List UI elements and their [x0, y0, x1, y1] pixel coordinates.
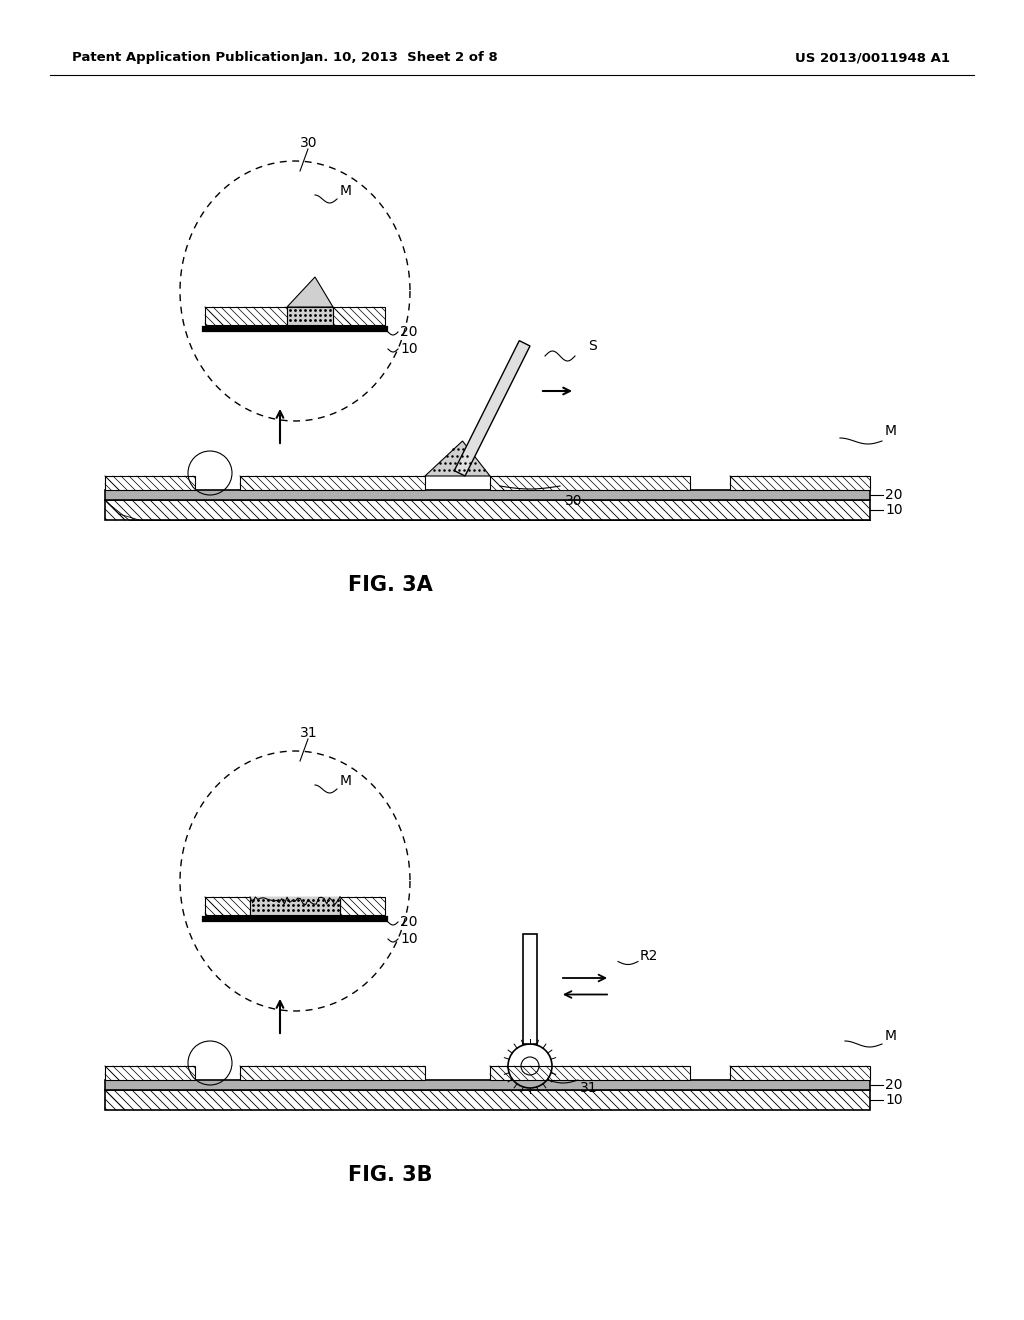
Bar [240, 1067, 425, 1080]
Text: FIG. 3B: FIG. 3B [348, 1166, 432, 1185]
Text: 10: 10 [400, 342, 418, 356]
Text: 30: 30 [300, 136, 317, 150]
Bar [730, 1067, 870, 1080]
Text: 20: 20 [400, 915, 418, 929]
Text: 20: 20 [885, 488, 902, 502]
Bar [105, 500, 870, 520]
Text: 30: 30 [565, 494, 583, 508]
Polygon shape [425, 441, 490, 477]
Text: M: M [885, 1030, 897, 1043]
Bar [105, 1067, 195, 1080]
Bar [105, 1080, 870, 1090]
Text: 20: 20 [400, 325, 418, 339]
Text: R2: R2 [640, 949, 658, 964]
Text: 31: 31 [300, 726, 317, 741]
Bar [240, 477, 425, 490]
Text: M: M [885, 424, 897, 438]
Text: M: M [340, 774, 352, 788]
Polygon shape [287, 277, 333, 308]
Bar [105, 490, 870, 500]
Text: Patent Application Publication: Patent Application Publication [72, 51, 300, 65]
Text: 20: 20 [885, 1078, 902, 1092]
Bar [730, 477, 870, 490]
Text: US 2013/0011948 A1: US 2013/0011948 A1 [795, 51, 950, 65]
Bar [105, 1090, 870, 1110]
Bar [490, 477, 690, 490]
Text: 31: 31 [580, 1081, 598, 1096]
Bar [490, 1067, 690, 1080]
Text: 10: 10 [400, 932, 418, 946]
Bar [205, 308, 287, 325]
Bar [250, 898, 340, 915]
Bar [340, 898, 385, 915]
Bar [205, 898, 250, 915]
Bar [333, 308, 385, 325]
Bar [105, 477, 195, 490]
Bar [523, 935, 537, 1044]
Text: 10: 10 [885, 1093, 902, 1107]
Bar [287, 308, 333, 325]
Text: FIG. 3A: FIG. 3A [347, 576, 432, 595]
Polygon shape [455, 341, 530, 477]
Text: M: M [340, 183, 352, 198]
Text: S: S [588, 339, 597, 352]
Text: 10: 10 [885, 503, 902, 517]
Text: Jan. 10, 2013  Sheet 2 of 8: Jan. 10, 2013 Sheet 2 of 8 [301, 51, 499, 65]
